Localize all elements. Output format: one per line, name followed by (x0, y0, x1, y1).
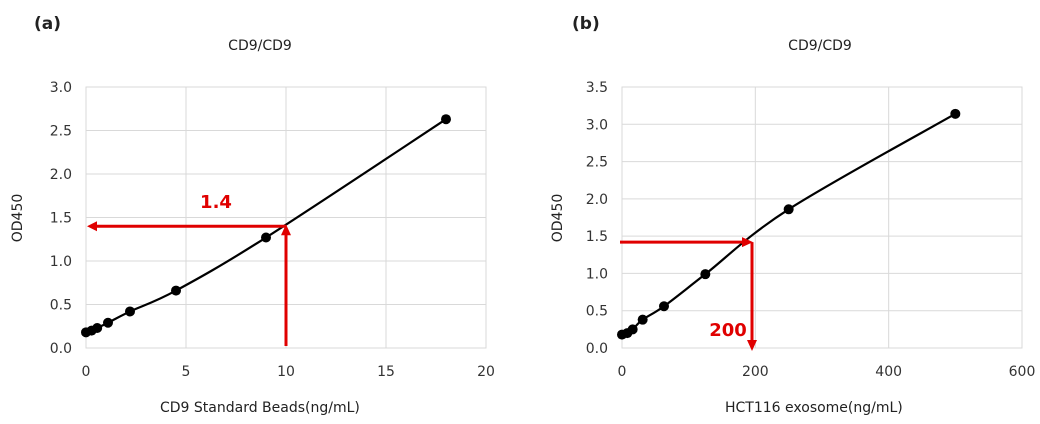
chart-plot-b: 0 200 400 600 0.0 0.5 1.0 1.5 2.0 2.5 3.0 3.5 200 (586, 80, 1036, 380)
x-tick-label: 200 (742, 364, 769, 380)
chart-panel-a: (a) CD9/CD9 OD450 CD9 Standard Beads(ng/… (10, 14, 495, 416)
y-tick-label: 3.0 (50, 80, 72, 96)
y-tick-label: 2.0 (50, 167, 72, 183)
y-tick-label: 0.5 (50, 298, 72, 314)
panel-letter: (b) (572, 14, 600, 34)
data-point (659, 301, 669, 312)
panel-letter: (a) (34, 14, 62, 34)
data-point (637, 314, 648, 325)
y-tick-label: 3.0 (586, 117, 608, 133)
x-axis-label: HCT116 exosome(ng/mL) (725, 400, 903, 416)
chart-title: CD9/CD9 (788, 38, 852, 54)
y-tick-label: 2.0 (586, 192, 608, 208)
y-tick-label: 3.5 (586, 80, 608, 96)
y-tick-label: 2.5 (50, 124, 72, 140)
chart-panel-b: (b) CD9/CD9 OD450 HCT116 exosome(ng/mL) … (520, 0, 1040, 424)
x-tick-label: 10 (277, 364, 295, 380)
annotation-arrowhead (742, 237, 753, 248)
data-point (125, 306, 135, 317)
x-tick-label: 0 (82, 364, 91, 380)
annotation-arrowhead (281, 224, 291, 236)
x-tick-label: 400 (875, 364, 902, 380)
fit-curve (621, 112, 956, 336)
data-point (441, 114, 451, 125)
y-tick-label: 0.5 (586, 304, 608, 320)
x-tick-label: 5 (182, 364, 191, 380)
data-point (171, 285, 181, 296)
annotation-arrowhead (87, 221, 97, 232)
data-point (783, 204, 794, 215)
chart-title: CD9/CD9 (228, 38, 292, 54)
data-point (92, 322, 103, 333)
data-point (627, 324, 638, 335)
y-tick-label: 2.5 (586, 155, 608, 171)
chart-plot-a: 0 5 10 15 20 0.0 0.5 1.0 1.5 2.0 2.5 3.0 1.4 (50, 80, 495, 380)
x-tick-label: 20 (477, 364, 495, 380)
x-axis-label: CD9 Standard Beads(ng/mL) (160, 400, 360, 416)
x-tick-label: 15 (377, 364, 395, 380)
annotation-label: 1.4 (200, 192, 232, 213)
data-point (261, 232, 271, 243)
plot-frame (621, 86, 1023, 349)
x-tick-label: 600 (1009, 364, 1036, 380)
y-tick-label: 0.0 (50, 341, 72, 357)
data-point (700, 269, 711, 280)
annotation-arrowhead (747, 340, 757, 351)
y-tick-label: 0.0 (586, 341, 608, 357)
annotation-label: 200 (709, 320, 747, 341)
y-tick-label: 1.0 (50, 254, 72, 270)
y-tick-label: 1.0 (586, 266, 608, 282)
y-tick-label: 1.5 (50, 211, 72, 227)
x-tick-label: 0 (618, 364, 627, 380)
data-point (950, 108, 961, 119)
y-tick-label: 1.5 (586, 229, 608, 245)
data-point (103, 317, 113, 328)
